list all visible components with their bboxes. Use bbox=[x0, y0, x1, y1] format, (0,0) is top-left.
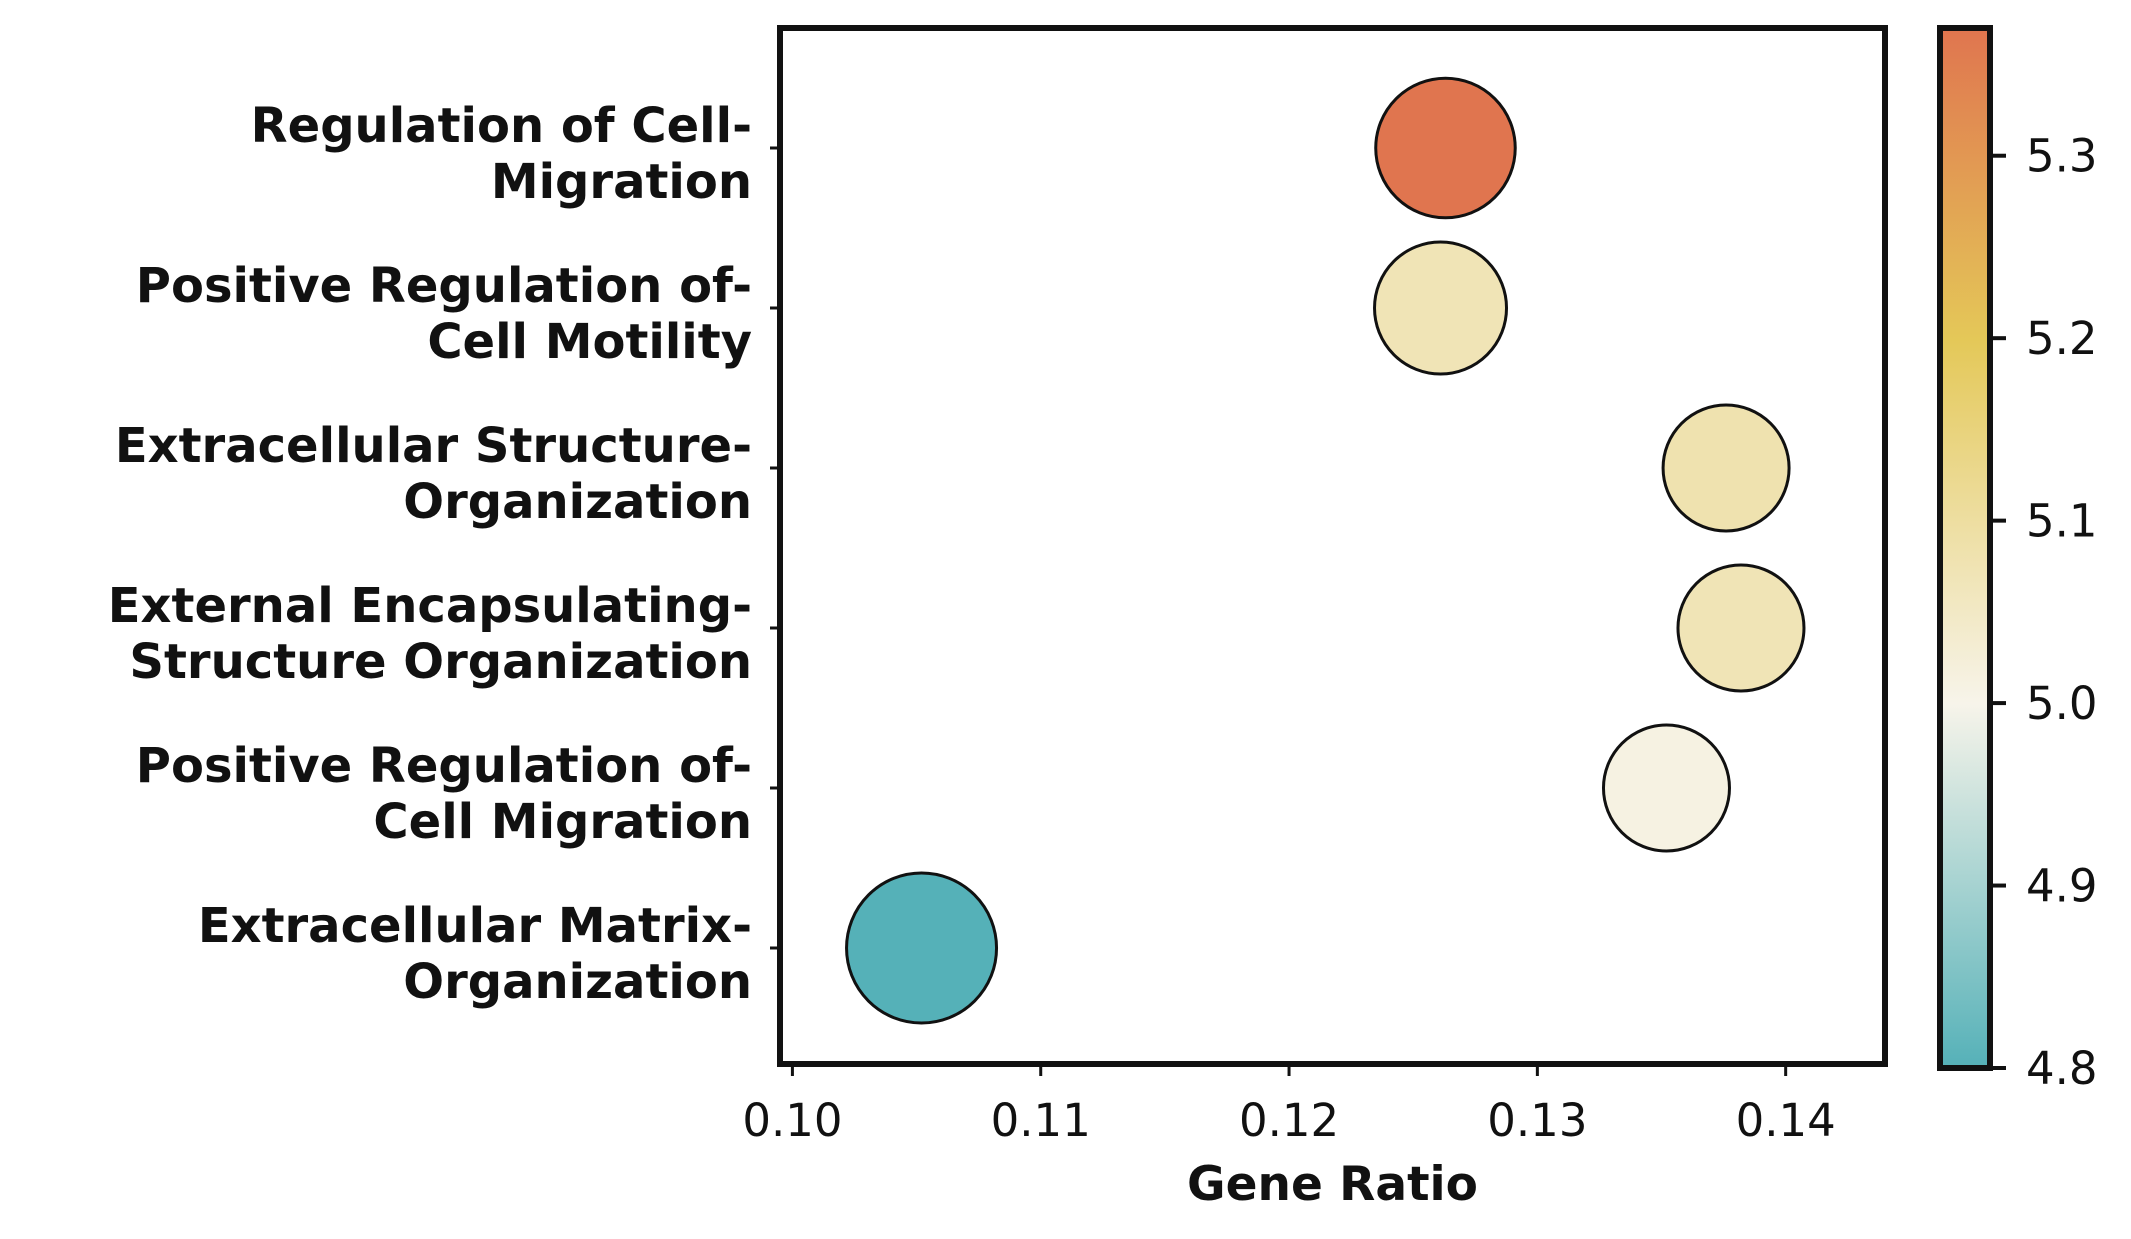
y-tick-label-line: Organization bbox=[403, 474, 752, 530]
y-tick-label-4: External Encapsulating-Structure Organiz… bbox=[108, 578, 752, 690]
y-tick-label-line: Cell Migration bbox=[373, 794, 752, 850]
colorbar-tick-label: 5.0 bbox=[2026, 677, 2098, 730]
x-tick-label: 0.13 bbox=[1487, 1094, 1587, 1147]
y-tick-label-line: Positive Regulation of- bbox=[136, 738, 752, 794]
x-tick-label: 0.12 bbox=[1239, 1094, 1339, 1147]
y-tick-label-line: Positive Regulation of- bbox=[136, 258, 752, 314]
y-tick-label-line: Regulation of Cell- bbox=[251, 98, 752, 154]
x-tick-label: 0.14 bbox=[1736, 1094, 1836, 1147]
bubble-point-2 bbox=[1373, 240, 1509, 376]
bubble-point-4 bbox=[1676, 563, 1806, 693]
y-tick-label-5: Positive Regulation of-Cell Migration bbox=[136, 738, 752, 850]
y-tick-label-2: Positive Regulation of-Cell Motility bbox=[136, 258, 752, 370]
bubble-point-1 bbox=[1374, 76, 1517, 220]
y-tick-label-line: Extracellular Structure- bbox=[115, 418, 752, 474]
x-axis-label: Gene Ratio bbox=[1187, 1157, 1478, 1212]
x-tick-label: 0.10 bbox=[742, 1094, 842, 1147]
colorbar-tick-label: 4.9 bbox=[2026, 860, 2098, 913]
y-tick-label-line: Migration bbox=[491, 154, 752, 210]
y-tick-label-line: Extracellular Matrix- bbox=[198, 898, 752, 954]
y-tick-label-1: Regulation of Cell-Migration bbox=[251, 98, 752, 210]
y-tick-label-6: Extracellular Matrix-Organization bbox=[198, 898, 752, 1010]
colorbar-tick-label: 5.1 bbox=[2026, 495, 2098, 548]
y-tick-label-3: Extracellular Structure-Organization bbox=[115, 418, 752, 530]
y-tick-label-line: Organization bbox=[403, 954, 752, 1010]
bubble-point-6 bbox=[845, 871, 999, 1025]
colorbar-tick-label: 4.8 bbox=[2026, 1042, 2098, 1095]
plot-frame bbox=[777, 25, 1888, 1067]
y-tick-label-line: External Encapsulating- bbox=[108, 578, 752, 634]
bubble-point-5 bbox=[1601, 723, 1731, 853]
y-tick-label-line: Cell Motility bbox=[427, 314, 752, 370]
colorbar-tick-label: 5.2 bbox=[2026, 312, 2098, 365]
x-tick-label: 0.11 bbox=[991, 1094, 1091, 1147]
y-tick-label-line: Structure Organization bbox=[129, 634, 752, 690]
colorbar-frame bbox=[1937, 25, 1993, 1071]
bubble-point-3 bbox=[1661, 403, 1791, 533]
colorbar-tick-label: 5.3 bbox=[2026, 130, 2098, 183]
colorbar-gradient bbox=[1940, 28, 1990, 1068]
